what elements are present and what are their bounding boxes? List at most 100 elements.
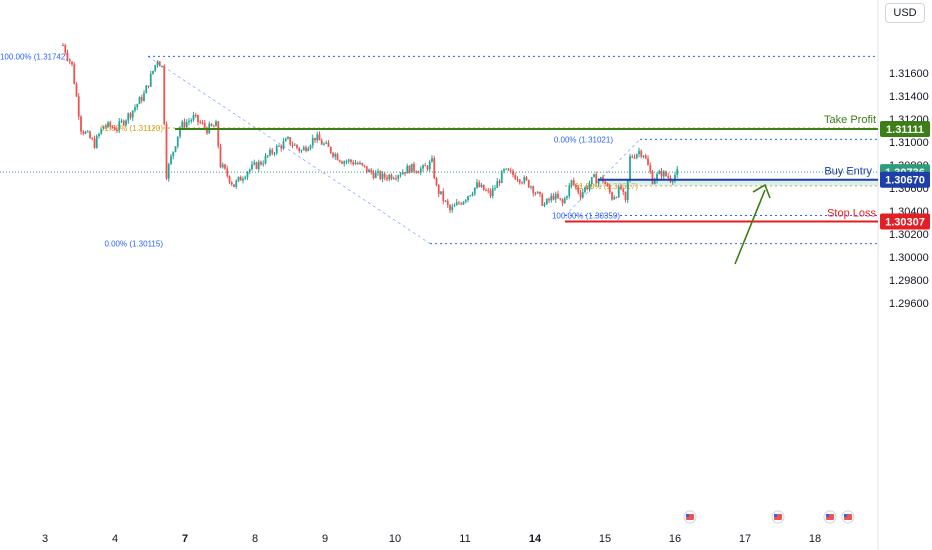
candle-body[interactable] <box>505 168 508 170</box>
candle-body[interactable] <box>226 168 229 176</box>
candle-body[interactable] <box>386 177 388 180</box>
candle-body[interactable] <box>656 174 658 181</box>
candle-body[interactable] <box>383 173 386 178</box>
candle-body[interactable] <box>397 175 400 179</box>
candle-body[interactable] <box>116 130 118 132</box>
candle-body[interactable] <box>192 114 195 120</box>
candle-body[interactable] <box>613 197 616 200</box>
candle-body[interactable] <box>372 172 375 179</box>
candle-body[interactable] <box>138 97 141 105</box>
currency-label[interactable]: USD <box>885 3 925 23</box>
candle-body[interactable] <box>347 159 350 162</box>
candle-body[interactable] <box>489 190 492 197</box>
candle-body[interactable] <box>183 121 186 128</box>
candle-body[interactable] <box>332 152 334 157</box>
candle-body[interactable] <box>210 123 213 126</box>
candle-body[interactable] <box>293 144 296 146</box>
candle-body[interactable] <box>356 162 359 165</box>
candle-body[interactable] <box>206 127 208 134</box>
candle-body[interactable] <box>649 165 652 172</box>
candle-body[interactable] <box>104 126 107 128</box>
candle-body[interactable] <box>561 199 564 204</box>
candle-body[interactable] <box>172 151 175 157</box>
candle-body[interactable] <box>84 131 87 134</box>
candle-body[interactable] <box>361 162 364 165</box>
candle-body[interactable] <box>554 193 557 200</box>
candle-body[interactable] <box>417 172 420 174</box>
candle-body[interactable] <box>282 141 285 149</box>
candle-body[interactable] <box>390 174 393 179</box>
candle-body[interactable] <box>93 138 96 148</box>
candle-body[interactable] <box>120 120 123 122</box>
candle-body[interactable] <box>381 173 384 179</box>
candle-body[interactable] <box>543 204 546 206</box>
candle-body[interactable] <box>379 171 382 179</box>
candle-body[interactable] <box>345 161 348 163</box>
candle-body[interactable] <box>426 166 429 170</box>
candle-body[interactable] <box>496 181 499 188</box>
candle-body[interactable] <box>140 97 143 101</box>
candle-body[interactable] <box>156 61 159 66</box>
candle-body[interactable] <box>539 191 541 195</box>
candle-body[interactable] <box>462 201 465 205</box>
candle-body[interactable] <box>572 180 575 185</box>
candle-body[interactable] <box>152 70 154 74</box>
candle-body[interactable] <box>498 181 501 184</box>
candle-body[interactable] <box>307 148 310 151</box>
candle-body[interactable] <box>246 171 249 178</box>
candle-body[interactable] <box>408 165 411 173</box>
candle-body[interactable] <box>392 178 395 180</box>
candle-body[interactable] <box>323 143 325 145</box>
candle-body[interactable] <box>75 83 78 97</box>
candle-body[interactable] <box>77 96 80 117</box>
candle-body[interactable] <box>550 195 553 201</box>
candle-body[interactable] <box>642 155 645 157</box>
candle-body[interactable] <box>314 137 316 141</box>
candle-body[interactable] <box>455 202 458 206</box>
candle-body[interactable] <box>514 175 517 180</box>
candle-body[interactable] <box>633 157 636 159</box>
candle-body[interactable] <box>325 142 328 144</box>
candle-body[interactable] <box>255 162 258 169</box>
candle-body[interactable] <box>329 147 332 153</box>
candle-body[interactable] <box>660 171 663 177</box>
candle-body[interactable] <box>136 104 139 108</box>
candle-body[interactable] <box>485 190 487 192</box>
candle-body[interactable] <box>487 190 490 192</box>
candle-body[interactable] <box>665 171 667 177</box>
buy-zone[interactable] <box>598 179 878 186</box>
candle-body[interactable] <box>638 150 640 155</box>
candle-body[interactable] <box>532 186 535 194</box>
candle-body[interactable] <box>239 176 242 181</box>
candle-body[interactable] <box>557 193 559 199</box>
candle-body[interactable] <box>197 115 199 123</box>
candle-body[interactable] <box>134 107 136 111</box>
candle-body[interactable] <box>145 85 148 94</box>
candle-body[interactable] <box>467 196 469 201</box>
candle-body[interactable] <box>644 155 647 159</box>
candle-body[interactable] <box>215 121 217 127</box>
candle-body[interactable] <box>424 165 427 167</box>
candle-body[interactable] <box>611 192 613 200</box>
candle-body[interactable] <box>289 137 292 145</box>
candle-body[interactable] <box>451 206 454 211</box>
candle-body[interactable] <box>338 160 341 162</box>
candle-body[interactable] <box>604 181 607 185</box>
candle-body[interactable] <box>143 93 145 101</box>
candle-body[interactable] <box>264 155 267 164</box>
candle-body[interactable] <box>404 172 406 174</box>
candle-body[interactable] <box>260 161 262 165</box>
candle-body[interactable] <box>71 61 73 65</box>
candle-body[interactable] <box>552 195 555 200</box>
candle-body[interactable] <box>419 168 422 173</box>
candle-body[interactable] <box>199 122 202 124</box>
candle-body[interactable] <box>224 164 226 169</box>
candle-body[interactable] <box>527 179 530 188</box>
candle-body[interactable] <box>422 165 424 169</box>
candle-body[interactable] <box>228 175 231 183</box>
candle-body[interactable] <box>107 122 109 127</box>
candle-body[interactable] <box>478 182 481 188</box>
candle-body[interactable] <box>635 154 638 159</box>
candle-body[interactable] <box>491 188 494 197</box>
candle-body[interactable] <box>273 153 276 155</box>
